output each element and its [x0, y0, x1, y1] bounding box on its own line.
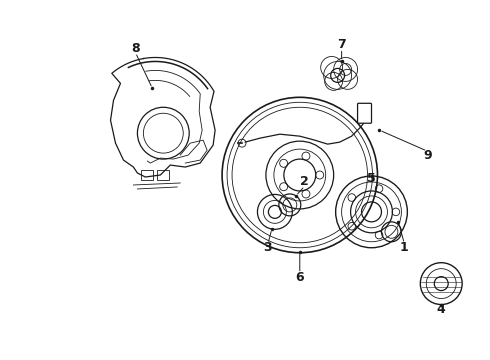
Bar	[157, 170, 169, 180]
Text: 2: 2	[300, 175, 309, 189]
Text: 9: 9	[423, 149, 432, 162]
Text: 6: 6	[295, 271, 304, 284]
Text: 5: 5	[367, 171, 376, 185]
Bar	[142, 170, 153, 180]
Text: 3: 3	[264, 241, 272, 254]
Text: 8: 8	[131, 42, 140, 55]
Text: 4: 4	[437, 303, 445, 316]
Text: 7: 7	[337, 38, 346, 51]
Text: 1: 1	[400, 241, 409, 254]
FancyBboxPatch shape	[358, 103, 371, 123]
